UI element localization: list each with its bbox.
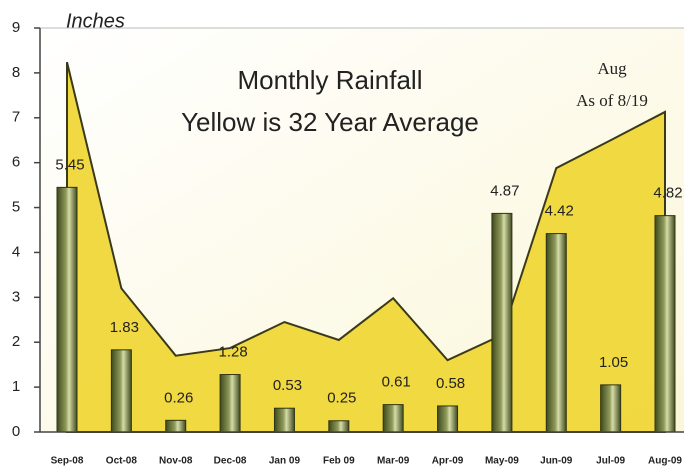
bar [56,186,78,433]
data-label: 0.53 [273,377,302,394]
y-tick-label: 9 [12,19,20,36]
y-tick-label: 1 [12,378,20,395]
bar [273,407,295,433]
data-label: 0.61 [382,374,411,391]
y-tick-label: 4 [12,243,20,260]
x-tick-label: Feb 09 [323,456,355,467]
y-tick-label: 5 [12,199,20,216]
data-label: 4.42 [545,203,574,220]
bar [110,349,132,433]
data-label: 1.28 [218,344,247,361]
data-label: 0.58 [436,375,465,392]
y-tick-label: 0 [12,423,20,440]
bar [437,405,459,433]
chart-subtitle: Yellow is 32 Year Average [181,107,479,137]
y-axis-label: Inches [66,10,125,32]
annotation: Aug [597,59,627,78]
x-tick-label: Jul-09 [596,456,625,467]
bar [165,419,187,433]
bar [219,374,241,433]
x-tick-label: Oct-08 [106,456,138,467]
y-tick-label: 2 [12,333,20,350]
x-tick-label: Aug-09 [648,456,682,467]
annotation: As of 8/19 [576,91,648,110]
bar [654,215,676,433]
y-tick-label: 6 [12,154,20,171]
chart-title: Monthly Rainfall [238,65,423,95]
y-tick-label: 7 [12,109,20,126]
bar [545,233,567,433]
plot: 5.45 1.83 0.26 1.28 0.53 0.25 0.61 0.58 4.87 4.42… [12,19,684,467]
x-tick-label: May-09 [485,456,519,467]
y-tick-label: 8 [12,64,20,81]
bar [600,384,622,433]
x-tick-label: Mar-09 [377,456,410,467]
x-tick-label: Sep-08 [51,456,84,467]
x-tick-label: Nov-08 [159,456,193,467]
data-label: 0.26 [164,389,193,406]
data-label: 4.87 [490,182,519,199]
x-tick-label: Jun-09 [540,456,573,467]
data-label: 0.25 [327,390,356,407]
data-label: 5.45 [55,156,84,173]
data-label: 1.05 [599,354,628,371]
data-label: 4.82 [653,185,682,202]
average-area [66,61,666,433]
bar [491,212,513,433]
bar [382,404,404,433]
bar [328,420,350,433]
x-tick-label: Jan 09 [269,456,301,467]
y-tick-label: 3 [12,288,20,305]
x-tick-label: Apr-09 [432,456,464,467]
x-tick-label: Dec-08 [214,456,247,467]
data-label: 1.83 [110,319,139,336]
